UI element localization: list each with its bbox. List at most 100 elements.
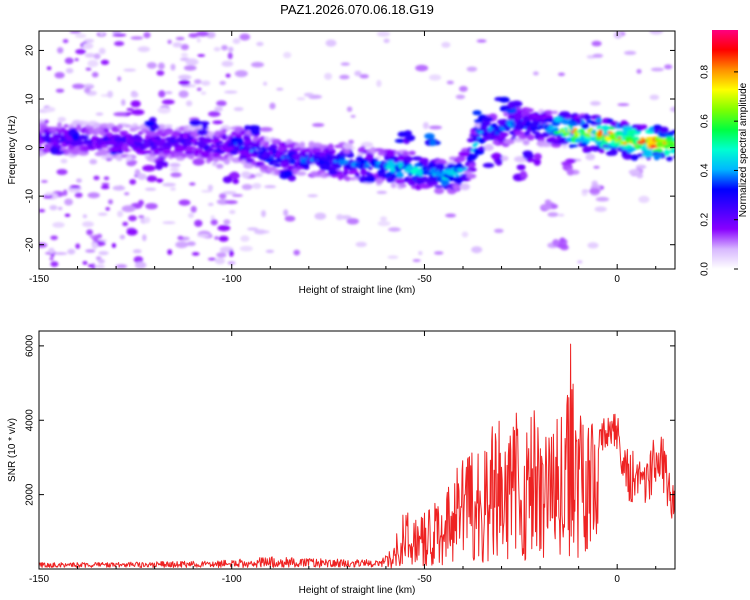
spectrogram-cell xyxy=(431,180,438,186)
spectrogram-cell xyxy=(591,145,599,152)
spectrogram-cell xyxy=(144,120,155,127)
spectrogram-cell xyxy=(120,132,126,137)
spectrogram-cell xyxy=(540,143,552,148)
spectrogram-cell xyxy=(178,90,189,98)
spectrogram-cell xyxy=(82,261,88,265)
spectrogram-cell xyxy=(283,209,289,217)
spectrogram-cell xyxy=(83,84,94,88)
spectrogram-cell xyxy=(49,256,54,261)
spectrogram-cell xyxy=(115,155,123,162)
spectrogram-cell xyxy=(264,136,270,142)
spectrogram-cell xyxy=(215,142,220,146)
spectrogram-cell xyxy=(383,163,389,167)
spectrogram-cell xyxy=(62,39,69,44)
spectrogram-cell xyxy=(45,191,52,196)
spectrogram-cell xyxy=(429,138,437,147)
spectrogram-cell xyxy=(159,124,166,129)
spectrogram-cell xyxy=(216,252,227,258)
spectrogram-cell xyxy=(222,176,233,184)
spectrogram-cell xyxy=(269,102,276,110)
spectrogram-cell xyxy=(591,40,602,47)
spectrogram-cell xyxy=(559,140,569,145)
spectrogram-cell xyxy=(41,180,48,183)
spectrogram-cell xyxy=(130,100,141,108)
spectrogram-cell xyxy=(67,145,75,150)
spectrogram-cell xyxy=(130,91,139,98)
spectrogram-cell xyxy=(216,163,224,169)
spectrogram-cell xyxy=(227,261,236,265)
spectrogram-cell xyxy=(221,128,227,134)
spectrogram-cell xyxy=(108,147,120,152)
spectrogram-cell xyxy=(596,117,602,124)
spectrogram-cell xyxy=(142,164,156,172)
spectrogram-cell xyxy=(86,229,93,236)
spectrogram-cell xyxy=(186,241,196,246)
spectrogram-cell xyxy=(369,147,376,154)
spectrogram-cell xyxy=(224,90,238,94)
spectrogram-x-label: Height of straight line (km) xyxy=(299,285,416,296)
spectrogram-cell xyxy=(126,108,134,111)
spectrogram-cell xyxy=(214,257,226,265)
spectrogram-cell xyxy=(114,41,125,47)
spectrogram-cell xyxy=(473,142,479,146)
spectrogram-cell xyxy=(229,250,234,257)
spectrogram-cell xyxy=(557,213,565,217)
spectrogram-cell xyxy=(251,61,264,68)
spectrogram-cell xyxy=(46,66,52,70)
spectrogram-cell xyxy=(468,163,476,168)
spectrogram-cell xyxy=(64,198,73,206)
spectrogram-cell xyxy=(180,52,189,58)
spectrogram-cell xyxy=(455,94,466,100)
spectrogram-cell xyxy=(428,162,435,169)
colorbar-tick-label: 0.6 xyxy=(700,114,711,128)
spectrogram-cell xyxy=(57,47,64,54)
spectrogram-cell xyxy=(422,122,429,130)
spectrogram-cell xyxy=(453,183,460,191)
spectrogram-cell xyxy=(375,178,384,184)
spectrogram-cell xyxy=(62,189,68,196)
spectrogram-cell xyxy=(494,228,504,233)
spectrogram-cell xyxy=(593,165,600,169)
spectrogram-cell xyxy=(355,241,367,247)
spectrogram-cell xyxy=(412,259,421,262)
spectrogram-cell xyxy=(117,124,123,130)
spectrogram-cell xyxy=(293,153,302,161)
spectrogram-cell xyxy=(134,169,141,177)
spectrogram-cell xyxy=(76,139,82,146)
spectrogram-cell xyxy=(85,249,96,253)
spectrogram-cell xyxy=(419,183,429,189)
spectrogram-cell xyxy=(296,97,306,101)
spectrogram-cell xyxy=(164,91,173,95)
spectrogram-cell xyxy=(212,120,223,125)
spectrogram-cell xyxy=(128,215,137,222)
spectrogram-cell xyxy=(561,161,572,166)
spectrogram-cell xyxy=(543,117,555,123)
spectrogram-cell xyxy=(145,203,158,210)
spectrogram-cell xyxy=(243,134,251,141)
spectrogram-cell xyxy=(635,164,647,169)
spectrogram-cell xyxy=(371,158,379,163)
spectrogram-cell xyxy=(95,112,104,116)
y-tick-label: 2000 xyxy=(25,483,36,506)
spectrogram-cell xyxy=(54,72,65,79)
spectrogram-cell xyxy=(93,175,100,181)
spectrogram-cell xyxy=(134,261,147,269)
spectrogram-cell xyxy=(239,245,253,252)
spectrogram-cell xyxy=(74,58,79,62)
spectrogram-cell xyxy=(273,163,282,168)
spectrogram-cell xyxy=(216,199,230,205)
spectrogram-cell xyxy=(576,118,582,125)
spectrogram-cell xyxy=(553,116,563,123)
spectrogram-cell xyxy=(146,62,157,69)
spectrogram-cell xyxy=(388,227,401,232)
spectrogram-cell xyxy=(402,151,410,156)
spectrogram-cell xyxy=(626,148,634,153)
spectrogram-cell xyxy=(484,144,494,151)
spectrogram-cell xyxy=(214,107,223,112)
spectrogram-cell xyxy=(361,141,374,148)
spectrogram-cell xyxy=(636,173,644,179)
spectrogram-cell xyxy=(314,212,327,220)
spectrogram-cell xyxy=(579,128,585,132)
spectrogram-cell xyxy=(206,147,214,153)
